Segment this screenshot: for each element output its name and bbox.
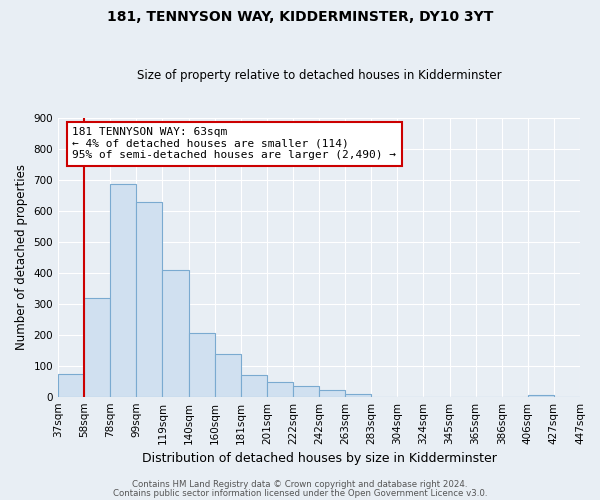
Bar <box>267 382 293 396</box>
Bar <box>345 394 371 396</box>
Bar <box>528 395 554 396</box>
Bar <box>84 298 110 396</box>
Bar <box>188 332 215 396</box>
Bar <box>58 374 84 396</box>
X-axis label: Distribution of detached houses by size in Kidderminster: Distribution of detached houses by size … <box>142 452 496 465</box>
Bar <box>215 354 241 397</box>
Text: Contains HM Land Registry data © Crown copyright and database right 2024.: Contains HM Land Registry data © Crown c… <box>132 480 468 489</box>
Text: 181, TENNYSON WAY, KIDDERMINSTER, DY10 3YT: 181, TENNYSON WAY, KIDDERMINSTER, DY10 3… <box>107 10 493 24</box>
Bar <box>163 270 188 396</box>
Bar <box>293 386 319 396</box>
Y-axis label: Number of detached properties: Number of detached properties <box>15 164 28 350</box>
Bar <box>241 375 267 396</box>
Bar <box>136 202 163 396</box>
Title: Size of property relative to detached houses in Kidderminster: Size of property relative to detached ho… <box>137 69 502 82</box>
Text: Contains public sector information licensed under the Open Government Licence v3: Contains public sector information licen… <box>113 488 487 498</box>
Text: 181 TENNYSON WAY: 63sqm
← 4% of detached houses are smaller (114)
95% of semi-de: 181 TENNYSON WAY: 63sqm ← 4% of detached… <box>73 127 397 160</box>
Bar <box>319 390 345 396</box>
Bar <box>110 184 136 396</box>
